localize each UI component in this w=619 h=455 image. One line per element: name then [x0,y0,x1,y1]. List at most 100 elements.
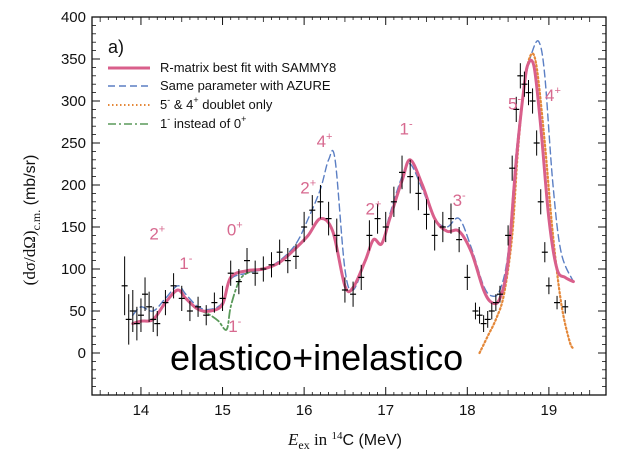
x-tick-label: 17 [377,402,394,419]
data-point [211,292,218,313]
data-point [325,201,332,236]
data-point [150,306,157,332]
data-point [133,306,140,341]
y-tick-label: 50 [69,303,86,320]
x-tick-labels: 14 15 16 17 18 19 [133,402,558,419]
data-point [447,203,454,234]
data-point [309,195,316,226]
data-point [219,285,226,311]
y-tick-label: 200 [61,177,86,194]
data-point [178,285,185,311]
data-point [195,296,202,317]
data-point [456,227,463,253]
data-point [476,306,483,324]
data-point [366,220,373,251]
state-label: 4+ [317,131,333,151]
data-point [439,211,446,243]
data-point [333,218,340,253]
data-point [407,159,414,194]
data-point [244,248,251,274]
x-tick-label: 18 [459,402,476,419]
data-point [260,256,267,282]
legend-label-doublet: 5- & 4+ doublet only [160,95,273,112]
state-label: 1- [400,119,413,139]
state-label: 5- [508,93,521,113]
data-point [492,294,499,311]
data-point [480,315,487,332]
state-label: 2+ [366,198,382,218]
data-point [374,203,381,234]
data-point [537,189,544,215]
data-point [517,63,524,89]
data-point [545,277,552,295]
state-labels-layer: 2+ 1- 0+ 1- 2+ 4+ 2+ 1- 3- 5- 4+ [149,85,561,336]
data-point [252,260,259,286]
state-label: 3- [453,190,466,210]
data-point [146,291,153,322]
data-point [292,243,299,269]
data-point [399,155,406,190]
data-point [301,211,308,243]
y-tick-label: 300 [61,93,86,110]
data-point [276,239,283,265]
x-tick-label: 15 [214,402,231,419]
data-point [472,302,479,320]
data-point [390,186,397,217]
x-tick-label: 16 [296,402,313,419]
legend-label-alt: 1- instead of 0+ [160,114,246,131]
data-point [496,285,503,303]
y-tick-label: 0 [78,345,86,362]
data-point [284,248,291,274]
data-point [125,294,132,345]
data-point [186,300,193,322]
data-point [162,290,169,316]
y-axis-title: (dσ/dΩ)c.m. (mb/sr) [20,155,43,286]
data-point [562,300,569,314]
data-point [154,311,161,337]
data-points-layer [121,63,569,345]
data-point [484,311,491,328]
data-point [341,277,348,303]
data-point [431,220,438,251]
y-tick-label: 250 [61,135,86,152]
legend: R-matrix best fit with SAMMY8 Same param… [108,60,336,131]
state-label: 0+ [227,219,243,239]
state-label: 2+ [149,224,165,244]
data-point [423,199,430,230]
data-point [525,80,532,106]
data-point [541,242,548,263]
series-line-5-4-doublet-only [478,52,575,355]
legend-label-azure: Same parameter with AZURE [160,78,331,93]
state-label: 2+ [300,177,316,197]
data-point [142,277,149,311]
data-point [137,298,144,332]
data-point [227,260,234,286]
data-point [505,225,512,246]
data-point [358,264,365,290]
data-point [513,96,520,122]
data-point [268,252,275,278]
data-point [529,88,536,114]
overlay-caption: elastico+inelastico [170,337,463,378]
panel-label: a) [108,37,124,57]
state-label: 4+ [545,85,561,105]
data-point [554,295,561,310]
data-point [488,302,495,320]
y-tick-label: 100 [61,261,86,278]
x-axis-title: Eex in 14C (MeV) [287,430,402,452]
data-point [533,130,540,156]
state-label: 1- [228,316,241,336]
data-point [509,155,516,181]
y-tick-label: 400 [61,9,86,26]
legend-label-sammy: R-matrix best fit with SAMMY8 [160,60,336,75]
data-point [350,281,357,307]
x-tick-label: 14 [133,402,150,419]
data-point [121,256,128,316]
data-point [317,185,324,219]
data-point [235,269,242,295]
x-tick-label: 19 [541,402,558,419]
state-label: 1- [179,253,192,273]
data-point [415,176,422,211]
data-point [382,211,389,243]
